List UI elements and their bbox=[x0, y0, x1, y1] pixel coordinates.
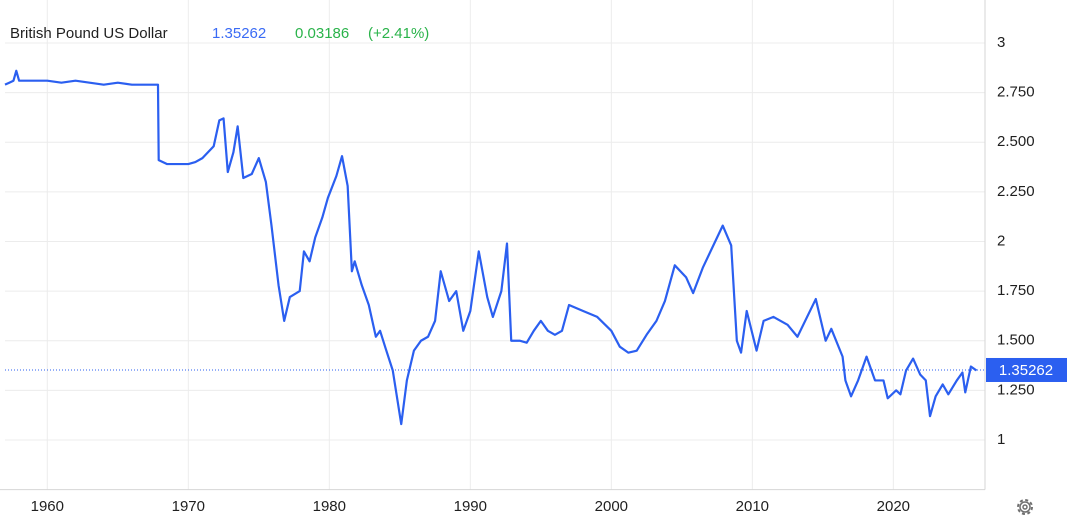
x-tick-label: 2000 bbox=[595, 498, 628, 515]
plot bbox=[4, 69, 985, 426]
x-tick-label: 2010 bbox=[736, 498, 769, 515]
change-percent: (+2.41%) bbox=[368, 25, 429, 42]
x-tick-label: 2020 bbox=[877, 498, 910, 515]
y-tick-label: 2 bbox=[997, 232, 1005, 249]
change: 0.03186 bbox=[295, 25, 349, 42]
labels: 1 1.250 1.500 1.750 2 2.250 2.500 2.750 3 1960 197… bbox=[31, 34, 1067, 515]
gear-hole bbox=[1022, 504, 1028, 510]
grid bbox=[0, 0, 986, 491]
y-tick-label: 1.750 bbox=[997, 282, 1035, 299]
current-price: 1.35262 bbox=[212, 25, 266, 42]
y-tick-label: 1.250 bbox=[997, 381, 1035, 398]
settings-icon[interactable] bbox=[1017, 499, 1033, 515]
gear-body bbox=[1019, 501, 1031, 513]
y-tick-label: 2.500 bbox=[997, 133, 1035, 150]
x-tick-label: 1960 bbox=[31, 498, 64, 515]
price-label: 1.35262 bbox=[999, 362, 1053, 379]
gear-teeth bbox=[1017, 499, 1033, 515]
x-tick-label: 1980 bbox=[313, 498, 346, 515]
y-tick-label: 1 bbox=[997, 431, 1005, 448]
y-tick-label: 1.500 bbox=[997, 332, 1035, 349]
x-tick-label: 1970 bbox=[172, 498, 205, 515]
x-tick-label: 1990 bbox=[454, 498, 487, 515]
y-tick-label: 3 bbox=[997, 34, 1005, 51]
series-line bbox=[4, 69, 978, 426]
y-tick-label: 2.750 bbox=[997, 84, 1035, 101]
chart-title: British Pound US Dollar bbox=[10, 25, 168, 42]
y-tick-label: 2.250 bbox=[997, 183, 1035, 200]
price-label-box bbox=[986, 357, 1067, 382]
